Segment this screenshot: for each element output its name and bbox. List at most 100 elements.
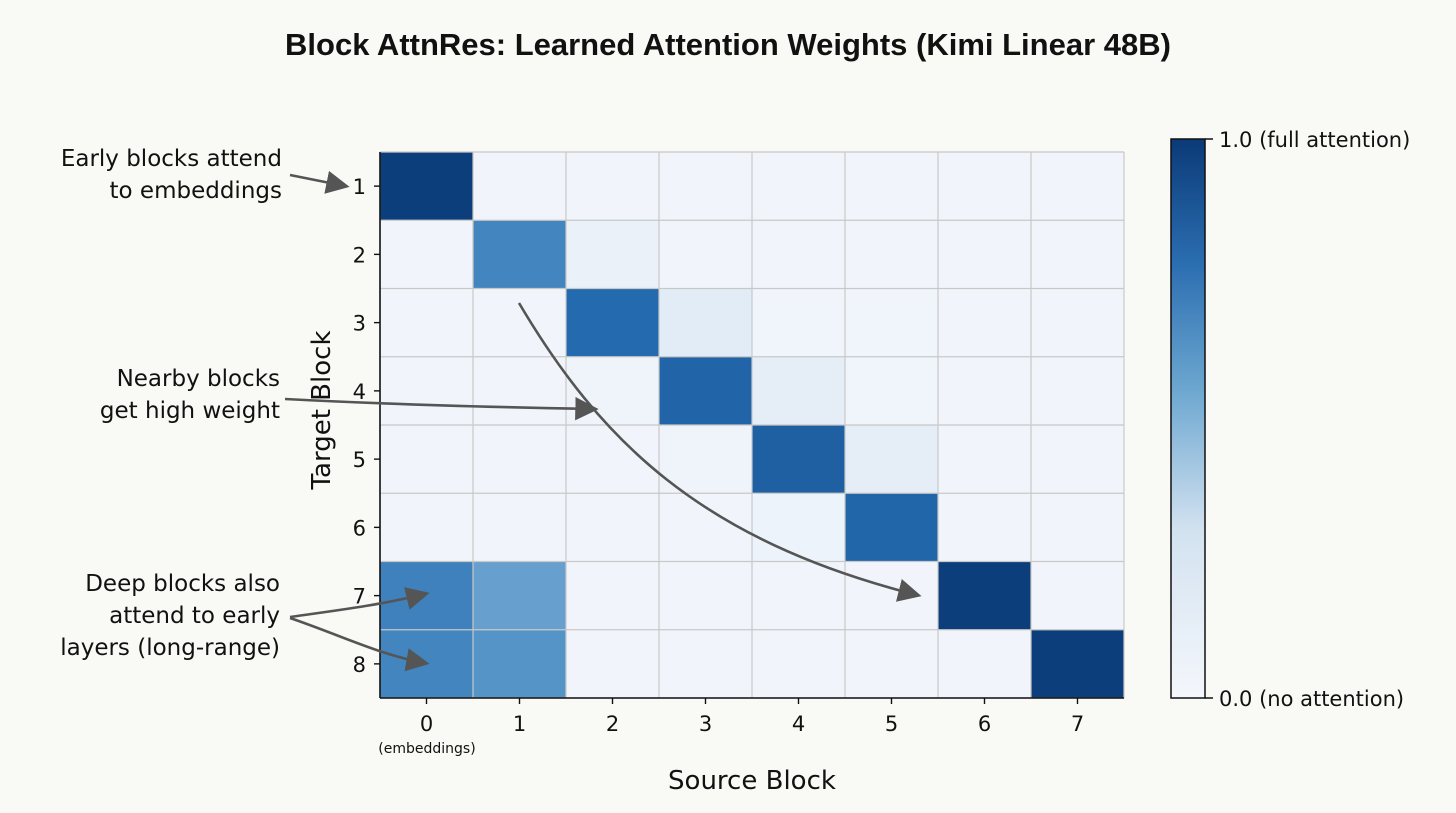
- annotation-early-line-1: Early blocks attend: [61, 146, 282, 172]
- heatmap-cell-r7-c4: [752, 561, 845, 630]
- heatmap-cell-r3-c3: [659, 288, 752, 357]
- annotation-nearby-line-1: Nearby blocks: [117, 366, 280, 392]
- y-axis-label: Target Block: [307, 330, 337, 490]
- colorbar-min-label: 0.0 (no attention): [1219, 687, 1404, 711]
- colorbar: [1170, 138, 1206, 699]
- heatmap-cell-r6-c2: [566, 493, 659, 562]
- heatmap-cell-r6-c1: [473, 493, 566, 562]
- heatmap-cell-r3-c4: [752, 288, 845, 357]
- arrow-deep-block-8: [289, 616, 430, 672]
- heatmap-cell-r4-c6: [938, 356, 1031, 425]
- y-tick-label-1: 1: [353, 175, 366, 199]
- heatmap-cell-r2-c3: [659, 220, 752, 289]
- heatmap-cell-r1-c2: [566, 152, 659, 221]
- y-tick-label-3: 3: [353, 312, 366, 336]
- y-tick-label-4: 4: [353, 380, 366, 404]
- heatmap-cell-r3-c2: [566, 288, 659, 357]
- heatmap-cell-r7-c7: [1031, 561, 1124, 630]
- heatmap-cell-r8-c7: [1031, 629, 1124, 698]
- heatmap-cell-r7-c2: [566, 561, 659, 630]
- annotation-nearby-line-2: get high weight: [100, 398, 280, 424]
- annotation-deep: Deep blocks also attend to early layers …: [60, 571, 280, 661]
- arrow-early-blocks: [289, 170, 350, 194]
- heatmap-cell-r3-c0: [380, 288, 473, 357]
- x-tick-labels: 0 1 2 3 4 5 6 7: [420, 698, 1084, 736]
- heatmap-cell-r5-c5: [845, 425, 938, 494]
- heatmap-cell-r4-c5: [845, 356, 938, 425]
- heatmap-cell-r6-c6: [938, 493, 1031, 562]
- heatmap-cell-r7-c5: [845, 561, 938, 630]
- chart-title: Block AttnRes: Learned Attention Weights…: [285, 27, 1171, 62]
- x-axis-label: Source Block: [668, 766, 836, 796]
- heatmap-cell-r3-c7: [1031, 288, 1124, 357]
- x-tick-label-4: 4: [792, 712, 805, 736]
- heatmap-cell-r4-c4: [752, 356, 845, 425]
- heatmap-cell-r2-c1: [473, 220, 566, 289]
- heatmap-cell-r8-c0: [380, 629, 473, 698]
- heatmap-cell-r8-c3: [659, 629, 752, 698]
- heatmap-cells: [380, 152, 1124, 698]
- heatmap-cell-r2-c0: [380, 220, 473, 289]
- arrow-diagonal-trend: [517, 302, 922, 602]
- heatmap-cell-r1-c3: [659, 152, 752, 221]
- heatmap-cell-r1-c1: [473, 152, 566, 221]
- heatmap-cell-r5-c1: [473, 425, 566, 494]
- y-tick-labels: 1 2 3 4 5 6 7 8: [353, 175, 380, 677]
- annotation-early: Early blocks attend to embeddings: [61, 146, 282, 204]
- heatmap-cell-r7-c3: [659, 561, 752, 630]
- heatmap-cell-r1-c6: [938, 152, 1031, 221]
- y-tick-label-2: 2: [353, 243, 366, 267]
- heatmap-cell-r4-c0: [380, 356, 473, 425]
- heatmap-cell-r7-c1: [473, 561, 566, 630]
- heatmap-cell-r5-c6: [938, 425, 1031, 494]
- x-tick-label-7: 7: [1071, 712, 1084, 736]
- annotation-nearby: Nearby blocks get high weight: [100, 366, 280, 424]
- heatmap-cell-r7-c6: [938, 561, 1031, 630]
- heatmap-cell-r2-c5: [845, 220, 938, 289]
- heatmap-cell-r4-c3: [659, 356, 752, 425]
- heatmap-cell-r2-c7: [1031, 220, 1124, 289]
- heatmap-cell-r8-c5: [845, 629, 938, 698]
- heatmap-cell-r1-c5: [845, 152, 938, 221]
- heatmap-cell-r2-c6: [938, 220, 1031, 289]
- heatmap-cell-r4-c1: [473, 356, 566, 425]
- heatmap-cell-r6-c0: [380, 493, 473, 562]
- heatmap-cell-r6-c3: [659, 493, 752, 562]
- x-tick-label-3: 3: [699, 712, 712, 736]
- heatmap-cell-r6-c7: [1031, 493, 1124, 562]
- annotation-deep-line-3: layers (long-range): [60, 635, 280, 661]
- heatmap-cell-r8-c6: [938, 629, 1031, 698]
- heatmap-cell-r1-c0: [380, 152, 473, 221]
- annotation-early-line-2: to embeddings: [110, 178, 282, 204]
- heatmap-cell-r3-c1: [473, 288, 566, 357]
- heatmap-cell-r6-c4: [752, 493, 845, 562]
- heatmap-cell-r7-c0: [380, 561, 473, 630]
- heatmap-gridlines: [379, 151, 1125, 699]
- heatmap-cell-r5-c4: [752, 425, 845, 494]
- heatmap-cell-r3-c5: [845, 288, 938, 357]
- y-tick-label-8: 8: [353, 653, 366, 677]
- x-tick-label-6: 6: [978, 712, 991, 736]
- heatmap-cell-r3-c6: [938, 288, 1031, 357]
- annotation-arrows: [284, 170, 922, 672]
- y-tick-label-5: 5: [353, 448, 366, 472]
- colorbar-max-label: 1.0 (full attention): [1219, 128, 1410, 152]
- heatmap-cell-r8-c4: [752, 629, 845, 698]
- arrow-nearby-blocks: [284, 396, 599, 421]
- annotation-deep-line-1: Deep blocks also: [85, 571, 280, 597]
- heatmap-cell-r8-c2: [566, 629, 659, 698]
- heatmap-cell-r1-c4: [752, 152, 845, 221]
- heatmap-cell-r6-c5: [845, 493, 938, 562]
- heatmap-cell-r5-c2: [566, 425, 659, 494]
- heatmap-cell-r4-c7: [1031, 356, 1124, 425]
- heatmap-cell-r5-c7: [1031, 425, 1124, 494]
- heatmap-cell-r5-c3: [659, 425, 752, 494]
- x-tick-label-2: 2: [606, 712, 619, 736]
- x-tick-sublabel: (embeddings): [378, 741, 475, 757]
- arrow-deep-block-7: [289, 587, 430, 619]
- annotation-deep-line-2: attend to early: [109, 603, 280, 629]
- x-tick-label-0: 0: [420, 712, 433, 736]
- x-tick-label-5: 5: [885, 712, 898, 736]
- heatmap-cell-r1-c7: [1031, 152, 1124, 221]
